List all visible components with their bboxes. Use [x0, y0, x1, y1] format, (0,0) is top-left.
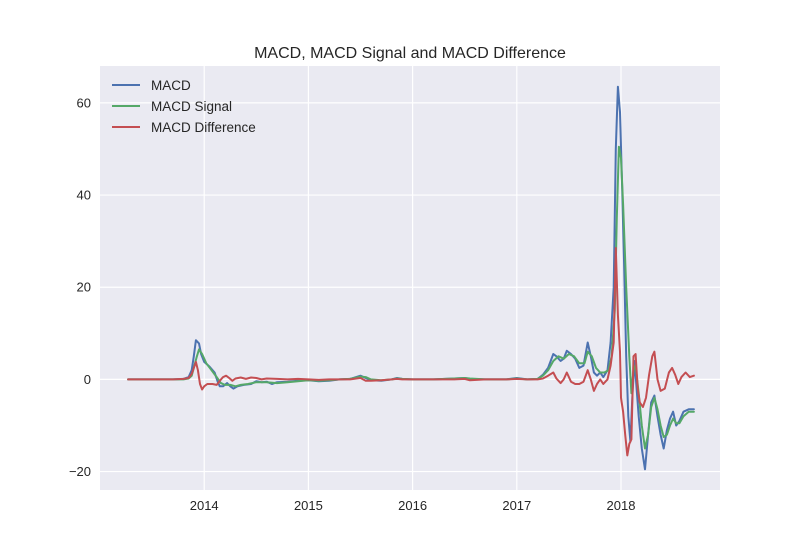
x-tick-label: 2015 [294, 498, 323, 513]
y-tick-label: 0 [84, 372, 91, 387]
legend: MACD MACD Signal MACD Difference [112, 78, 256, 135]
y-tick-label: 40 [77, 188, 91, 203]
legend-label-macd: MACD [151, 78, 191, 93]
legend-label-macd-signal: MACD Signal [151, 99, 232, 114]
y-tick-label: 20 [77, 280, 91, 295]
tick-labels: 2014 2015 2016 2017 2018 60 40 20 0 −20 [69, 95, 636, 513]
x-tick-label: 2017 [502, 498, 531, 513]
series-line-macd-difference [127, 247, 695, 457]
legend-label-macd-difference: MACD Difference [151, 120, 256, 135]
y-tick-label: 60 [77, 95, 91, 110]
x-tick-label: 2014 [190, 498, 219, 513]
y-tick-label: −20 [69, 464, 91, 479]
chart-title: MACD, MACD Signal and MACD Difference [254, 45, 566, 62]
x-tick-label: 2016 [398, 498, 427, 513]
x-tick-label: 2018 [607, 498, 636, 513]
series-lines [127, 85, 695, 471]
